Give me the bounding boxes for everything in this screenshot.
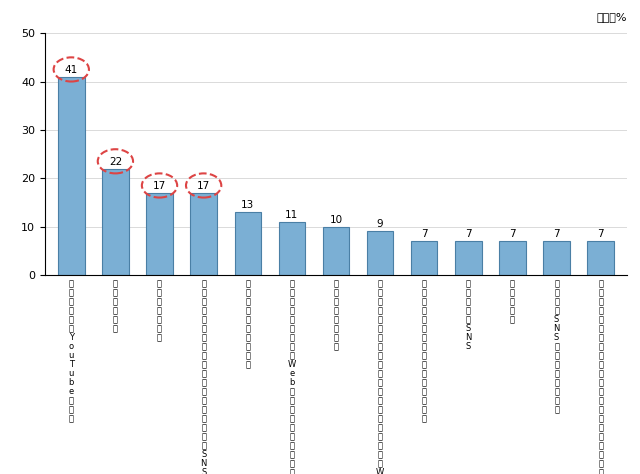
Bar bbox=[323, 227, 349, 275]
Text: 22: 22 bbox=[109, 156, 122, 167]
Bar bbox=[147, 193, 173, 275]
Bar bbox=[191, 193, 217, 275]
Text: 17: 17 bbox=[197, 181, 211, 191]
Text: 7: 7 bbox=[554, 229, 560, 239]
Text: 9: 9 bbox=[377, 219, 383, 229]
Text: 17: 17 bbox=[153, 181, 166, 191]
Bar bbox=[455, 241, 482, 275]
Text: 7: 7 bbox=[465, 229, 472, 239]
Text: 7: 7 bbox=[421, 229, 428, 239]
Text: 10: 10 bbox=[330, 215, 342, 225]
Text: 7: 7 bbox=[597, 229, 604, 239]
Bar bbox=[58, 77, 84, 275]
Bar bbox=[543, 241, 570, 275]
Bar bbox=[367, 231, 394, 275]
Bar bbox=[499, 241, 525, 275]
Text: 11: 11 bbox=[285, 210, 298, 220]
Bar bbox=[588, 241, 614, 275]
Bar bbox=[411, 241, 438, 275]
Bar bbox=[102, 169, 129, 275]
Text: 単位：%: 単位：% bbox=[596, 12, 627, 22]
Text: 7: 7 bbox=[509, 229, 516, 239]
Bar bbox=[234, 212, 261, 275]
Text: 13: 13 bbox=[241, 200, 254, 210]
Bar bbox=[278, 222, 305, 275]
Text: 41: 41 bbox=[65, 65, 78, 75]
